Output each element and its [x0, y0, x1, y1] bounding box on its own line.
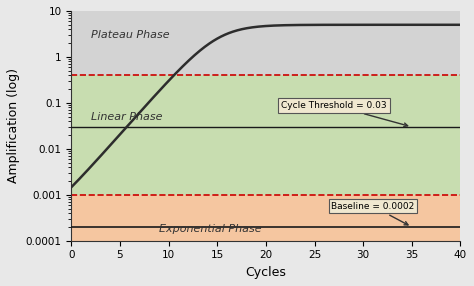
Text: Plateau Phase: Plateau Phase	[91, 30, 169, 40]
X-axis label: Cycles: Cycles	[246, 266, 286, 279]
Text: Exponential Phase: Exponential Phase	[159, 224, 262, 234]
Bar	[71, 75, 461, 195]
Text: Linear Phase: Linear Phase	[91, 112, 162, 122]
Bar	[71, 11, 461, 75]
Y-axis label: Amplification (log): Amplification (log)	[7, 68, 20, 183]
Bar	[71, 195, 461, 241]
Text: Baseline = 0.0002: Baseline = 0.0002	[331, 202, 415, 225]
Text: Cycle Threshold = 0.03: Cycle Threshold = 0.03	[281, 101, 408, 126]
